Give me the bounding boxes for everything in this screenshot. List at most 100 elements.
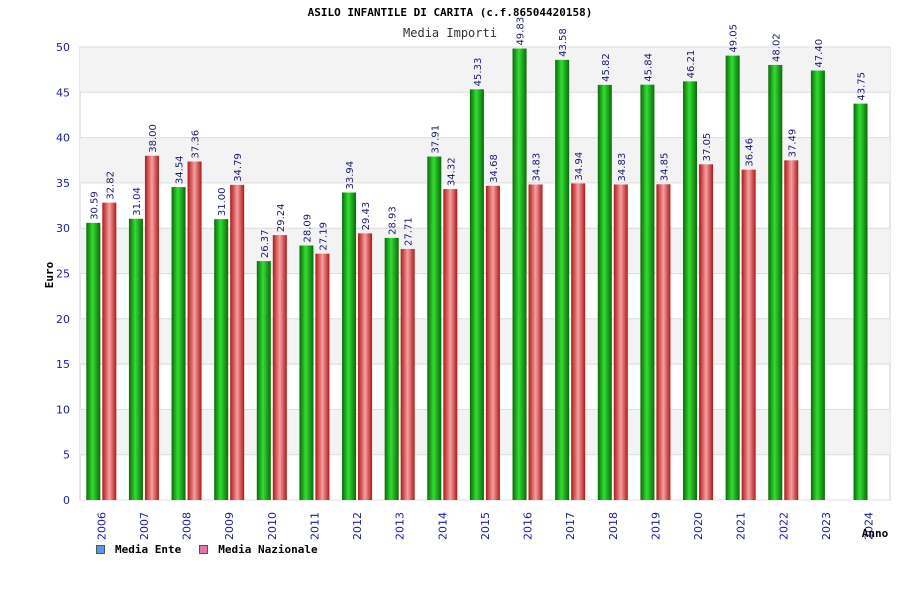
x-tick-label: 2023 — [820, 512, 833, 540]
data-label: 34.79 — [233, 153, 244, 182]
bar-media-nazionale — [315, 253, 330, 500]
x-tick-label: 2018 — [607, 512, 620, 540]
x-axis-ticks: 2006 2007 2008 2009 2010 2011 2012 2013 2014 2015… — [95, 512, 875, 540]
x-tick-label: 2006 — [95, 512, 108, 540]
bar-media-nazionale — [400, 248, 415, 500]
data-label: 31.04 — [132, 187, 143, 216]
bar-media-nazionale — [571, 183, 586, 500]
y-axis-ticks: 0 5 10 15 20 25 30 35 40 45 50 — [56, 41, 70, 507]
legend-label-media-ente: Media Ente — [115, 543, 182, 556]
data-labels-layer: 30.59 32.82 31.04 38.00 34.54 37.36 31.00 34.79… — [89, 17, 867, 258]
y-tick-label: 25 — [56, 268, 70, 281]
bar-media-ente — [86, 222, 101, 500]
x-tick-label: 2008 — [181, 512, 194, 540]
bar-media-ente — [128, 218, 143, 501]
bar-media-ente — [768, 64, 783, 501]
data-label: 30.59 — [89, 191, 100, 220]
data-label: 49.05 — [729, 24, 740, 53]
x-tick-label: 2021 — [735, 512, 748, 540]
bar-media-ente — [725, 55, 740, 501]
x-tick-label: 2022 — [777, 512, 790, 540]
data-label: 43.58 — [558, 28, 569, 57]
bar-media-ente — [256, 261, 271, 500]
bar-media-ente — [555, 59, 570, 500]
data-label: 37.91 — [430, 125, 441, 154]
x-tick-label: 2014 — [436, 512, 449, 540]
bar-media-nazionale — [613, 184, 628, 501]
x-tick-label: 2012 — [351, 512, 364, 540]
y-axis-label: Euro — [43, 261, 56, 288]
y-tick-label: 30 — [56, 222, 70, 235]
bar-media-ente — [597, 84, 612, 501]
y-tick-label: 10 — [56, 403, 70, 416]
data-label: 29.24 — [276, 203, 287, 232]
data-label: 46.21 — [686, 50, 697, 79]
bar-media-ente — [683, 81, 698, 500]
data-label: 43.75 — [857, 72, 868, 101]
legend: Media Ente Media Nazionale — [96, 543, 336, 556]
data-label: 34.94 — [574, 152, 585, 181]
data-label: 27.71 — [404, 217, 415, 246]
data-label: 34.32 — [446, 157, 457, 186]
bar-media-nazionale — [784, 160, 799, 500]
bar-media-ente — [512, 48, 527, 501]
bar-media-nazionale — [230, 184, 245, 500]
legend-item-media-ente: Media Ente — [96, 543, 181, 556]
data-label: 33.94 — [345, 161, 356, 190]
bar-media-ente — [342, 192, 357, 500]
data-label: 45.84 — [643, 53, 654, 82]
data-label: 34.68 — [489, 154, 500, 183]
x-tick-label: 2020 — [692, 512, 705, 540]
data-label: 49.83 — [516, 17, 527, 46]
bar-media-nazionale — [485, 185, 500, 500]
bar-media-ente — [171, 187, 186, 500]
data-label: 34.83 — [617, 153, 628, 182]
data-label: 48.02 — [771, 33, 782, 62]
bar-media-nazionale — [102, 202, 117, 500]
x-tick-label: 2017 — [564, 512, 577, 540]
data-label: 37.05 — [702, 133, 713, 162]
bar-media-ente — [214, 219, 229, 500]
data-label: 34.83 — [532, 153, 543, 182]
legend-swatch-media-nazionale — [199, 545, 209, 554]
data-label: 37.36 — [191, 130, 202, 159]
bar-media-nazionale — [656, 184, 671, 500]
data-label: 36.46 — [745, 138, 756, 167]
bar-media-ente — [469, 89, 484, 500]
y-tick-label: 35 — [56, 177, 70, 190]
bar-media-ente — [384, 237, 399, 500]
bar-media-ente — [853, 103, 868, 500]
data-label: 45.33 — [473, 58, 484, 87]
y-tick-label: 45 — [56, 86, 70, 99]
legend-label-media-nazionale: Media Nazionale — [218, 543, 318, 556]
data-label: 28.09 — [302, 214, 313, 243]
bar-media-nazionale — [699, 164, 714, 500]
bar-media-ente — [299, 245, 314, 500]
chart-subtitle: Media Importi — [403, 26, 497, 40]
x-tick-label: 2013 — [394, 512, 407, 540]
y-tick-label: 20 — [56, 313, 70, 326]
y-tick-label: 5 — [63, 449, 70, 462]
data-label: 45.82 — [601, 53, 612, 82]
data-label: 29.43 — [361, 202, 372, 231]
bar-media-nazionale — [187, 161, 202, 500]
y-tick-label: 50 — [56, 41, 70, 54]
bar-media-nazionale — [144, 155, 159, 500]
x-tick-label: 2011 — [308, 512, 321, 540]
data-label: 28.93 — [388, 206, 399, 235]
legend-item-media-nazionale: Media Nazionale — [199, 543, 318, 556]
y-tick-label: 40 — [56, 132, 70, 145]
data-label: 26.37 — [260, 229, 271, 258]
legend-swatch-media-ente — [96, 545, 105, 554]
bar-media-nazionale — [443, 189, 458, 501]
data-label: 31.00 — [217, 187, 228, 216]
bar-media-ente — [640, 84, 655, 500]
x-tick-label: 2016 — [522, 512, 535, 540]
bar-media-nazionale — [528, 184, 543, 501]
data-label: 47.40 — [814, 39, 825, 68]
bar-media-nazionale — [741, 169, 756, 500]
data-label: 32.82 — [105, 171, 116, 200]
x-tick-label: 2019 — [649, 512, 662, 540]
bar-media-nazionale — [358, 233, 373, 500]
x-tick-label: 2024 — [863, 512, 876, 540]
